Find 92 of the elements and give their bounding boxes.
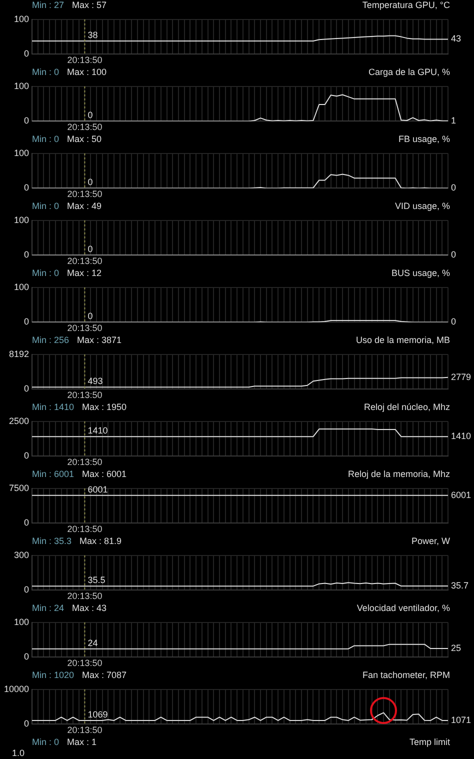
y-tick-label: 0 (24, 584, 29, 595)
annotation: 1069 (88, 709, 108, 720)
annotation: 493 (88, 376, 103, 386)
y-tick-label: 0 (24, 48, 29, 59)
chart-title: Reloj del núcleo, Mhz (364, 402, 450, 413)
y-tick-label: 7500 (8, 482, 29, 493)
text: Max : 43 (72, 603, 107, 613)
x-tick-label: 20:13:50 (67, 390, 102, 400)
text: Max : 6001 (82, 469, 127, 479)
chart-title: Temperatura GPU, °C (362, 0, 450, 11)
y-tick-label: 0 (24, 182, 29, 193)
x-tick-label: 20:13:50 (67, 524, 102, 534)
text: Min : 35.3 (32, 536, 72, 546)
text: Max : 3871 (77, 335, 122, 345)
text: 0 (451, 182, 456, 193)
x-tick-label: 20:13:50 (67, 323, 102, 334)
text: Max : 50 (67, 134, 102, 144)
text: Max : 1950 (82, 402, 127, 412)
annotation: 38 (88, 30, 98, 40)
text: Max : 49 (67, 201, 102, 211)
text: Max : 81.9 (80, 536, 122, 546)
text: Min : 0 (32, 67, 60, 77)
chart-title: Fan tachometer, RPM (362, 670, 450, 681)
y-tick-label: 100 (14, 282, 29, 292)
x-tick-label: 20:13:50 (67, 256, 102, 266)
text: 1071 (451, 714, 472, 725)
y-tick-label: 2500 (8, 416, 29, 426)
chart-title: Uso de la memoria, MB (356, 335, 450, 346)
text: Min : 1020 (32, 670, 74, 680)
text: Min : 24 (32, 603, 64, 613)
annotation: 0 (88, 311, 93, 322)
text: 0 (451, 316, 456, 327)
y-tick-label: 100 (14, 14, 29, 24)
text: 2779 (451, 372, 472, 382)
text: Min : 0 (32, 268, 60, 278)
y-tick-label: 0 (24, 250, 29, 260)
x-tick-label: 20:13:50 (67, 457, 102, 468)
chart-title: Power, W (411, 536, 450, 547)
text: Min : 1410 (32, 402, 74, 412)
text: Max : 100 (67, 67, 107, 77)
annotation: 0 (88, 244, 93, 254)
chart-title: Velocidad ventilador, % (356, 603, 450, 614)
annotation: 0 (88, 177, 93, 188)
chart-title: Reloj de la memoria, Mhz (348, 469, 450, 480)
text: 43 (451, 34, 462, 44)
y-tick-label: 100 (14, 148, 29, 158)
y-tick-label: 100 (14, 214, 29, 225)
y-tick-label: 100 (14, 616, 29, 627)
text: 0 (451, 250, 456, 260)
text: 6001 (451, 490, 472, 500)
text: Min : 256 (32, 335, 70, 345)
chart-title: Carga de la GPU, % (368, 67, 450, 78)
chart-title: BUS usage, % (391, 268, 450, 279)
y-tick-label: 8192 (8, 348, 29, 359)
annotation: 1410 (88, 426, 108, 436)
text: Max : 57 (72, 0, 107, 10)
x-tick-label: 20:13:50 (67, 591, 102, 602)
x-tick-label: 20:13:50 (67, 122, 102, 132)
x-tick-label: 20:13:50 (67, 55, 102, 66)
text: Min : 27 (32, 0, 64, 10)
chart-title: FB usage, % (398, 134, 450, 145)
text: 1410 (451, 431, 472, 442)
x-tick-label: 20:13:50 (67, 658, 102, 668)
y-tick-label: 0 (24, 718, 29, 729)
x-tick-label: 20:13:50 (67, 189, 102, 200)
y-tick-label: 10000 (4, 684, 29, 694)
y-tick-label: 0 (24, 652, 29, 662)
text: 35.7 (451, 580, 469, 591)
text: Temp limit (409, 737, 450, 748)
annotation: 6001 (88, 484, 108, 494)
y-tick-label: 0 (24, 518, 29, 528)
chart-title: VID usage, % (394, 201, 450, 212)
annotation: 24 (88, 638, 98, 648)
y-tick-label: 300 (14, 550, 29, 560)
text: Min : 0 (32, 737, 60, 747)
y-tick-label: 0 (24, 384, 29, 394)
text: 1 (451, 115, 456, 126)
y-tick-label: 0 (24, 116, 29, 126)
text: Min : 6001 (32, 469, 74, 479)
y-tick-label: 0 (24, 316, 29, 327)
annotation: 0 (88, 110, 93, 120)
text: Min : 0 (32, 201, 60, 211)
x-tick-label: 20:13:50 (67, 725, 102, 736)
text: 1.0 (11, 748, 26, 759)
text: Max : 7087 (82, 670, 127, 680)
text: Min : 0 (32, 134, 60, 144)
text: Max : 1 (67, 737, 97, 747)
text: Max : 12 (67, 268, 102, 278)
y-tick-label: 100 (14, 80, 29, 91)
annotation: 35.5 (88, 575, 106, 586)
text: 25 (451, 642, 462, 653)
y-tick-label: 0 (24, 450, 29, 461)
